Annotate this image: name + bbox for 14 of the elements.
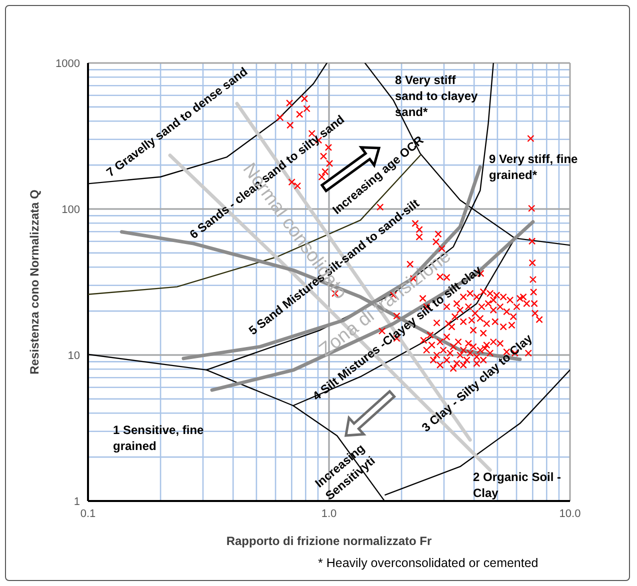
y-tick-label: 1 [74,496,80,508]
x-tick-label: 1.0 [321,508,337,520]
x-tick-label: 0.1 [80,508,96,520]
y-tick-label: 1000 [56,58,80,70]
annotation: 2 Organic Soil - Clay [473,470,562,500]
y-tick-label: 100 [62,204,80,216]
annotation: 9 Very stiff, fine grained* [489,152,578,182]
annotation: 1 Sensitive, fine grained [113,422,204,454]
x-axis-title: Rapporto di frizione normalizzato Fr [226,534,432,548]
annotation: 3 Clay - Silty clay to Clay [419,331,536,435]
text: * Heavily overconsolidated or cemented [318,556,538,570]
y-axis-title: Resistenza cono Normalizzata Q [27,190,42,374]
y-tick-label: 10 [68,350,80,362]
x-tick-label: 10.0 [559,508,581,520]
